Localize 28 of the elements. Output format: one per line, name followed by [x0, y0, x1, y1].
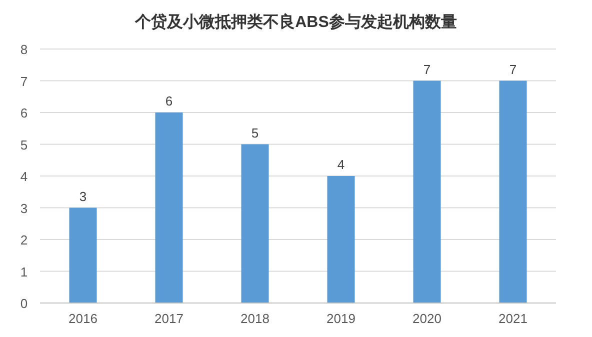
y-tick-label: 6 — [20, 106, 28, 120]
y-tick-label: 3 — [20, 200, 28, 216]
chart-title: 个贷及小微抵押类不良ABS参与发起机构数量 — [134, 13, 457, 31]
x-tick-label: 2016 — [68, 311, 98, 326]
x-tick-label: 2020 — [412, 311, 442, 326]
y-tick-label: 5 — [20, 137, 28, 152]
bar — [241, 144, 269, 303]
data-label: 4 — [337, 157, 345, 172]
data-label: 6 — [165, 94, 173, 108]
y-tick-label: 1 — [20, 264, 28, 280]
data-label: 5 — [251, 125, 259, 140]
x-tick-label: 2018 — [240, 311, 270, 326]
bar — [327, 176, 355, 303]
data-label: 3 — [79, 188, 87, 204]
y-tick-label: 8 — [20, 42, 28, 57]
bar — [413, 80, 441, 303]
data-label: 7 — [509, 62, 517, 77]
data-label: 7 — [423, 62, 431, 77]
x-tick-label: 2021 — [498, 311, 528, 326]
bar — [69, 208, 97, 303]
y-tick-label: 0 — [20, 296, 28, 311]
x-tick-label: 2019 — [326, 311, 356, 326]
y-tick-label: 7 — [20, 74, 28, 89]
x-tick-label: 2017 — [154, 311, 184, 326]
y-tick-label: 4 — [20, 169, 28, 184]
y-tick-label: 2 — [20, 232, 28, 248]
bar — [155, 112, 183, 303]
bar — [499, 80, 527, 303]
